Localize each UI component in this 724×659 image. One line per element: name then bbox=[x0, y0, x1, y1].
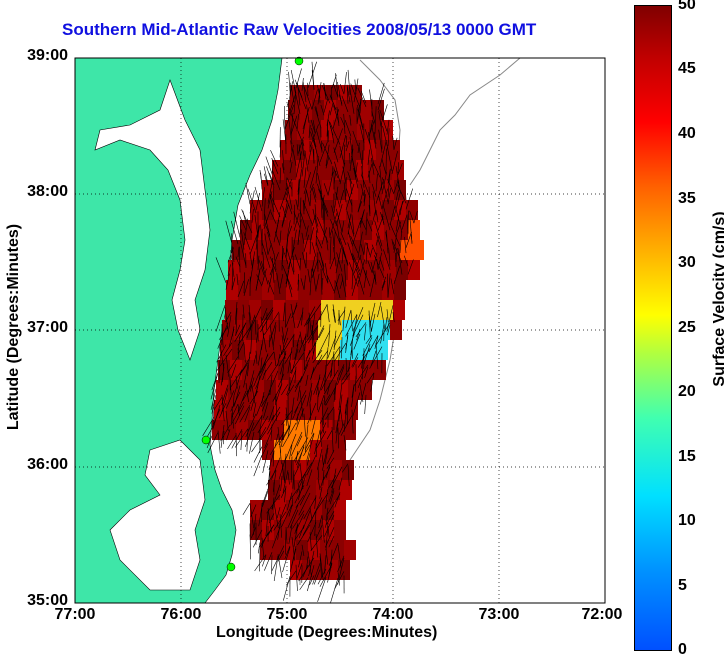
colorbar-tick: 10 bbox=[678, 512, 696, 529]
x-tick-label: 72:00 bbox=[581, 606, 623, 623]
station-marker bbox=[226, 562, 236, 572]
colorbar-tick: 50 bbox=[678, 0, 696, 13]
station-marker bbox=[294, 56, 304, 66]
colorbar-tick: 15 bbox=[678, 448, 696, 465]
colorbar-tick: 45 bbox=[678, 60, 696, 77]
colorbar-tick: 5 bbox=[678, 577, 687, 594]
colorbar bbox=[634, 5, 672, 651]
x-axis-label: Longitude (Degrees:Minutes) bbox=[216, 624, 438, 641]
colorbar-label: Surface Velocity (cm/s) bbox=[711, 211, 724, 387]
colorbar-tick: 30 bbox=[678, 254, 696, 271]
y-tick-label: 37:00 bbox=[27, 319, 68, 336]
station-marker bbox=[201, 435, 211, 445]
y-tick-label: 36:00 bbox=[27, 456, 68, 473]
x-tick-label: 75:00 bbox=[266, 606, 308, 623]
colorbar-tick: 20 bbox=[678, 383, 696, 400]
colorbar-tick: 35 bbox=[678, 190, 696, 207]
x-tick-label: 74:00 bbox=[372, 606, 414, 623]
velocity-field bbox=[212, 85, 424, 580]
colorbar-tick: 40 bbox=[678, 125, 696, 142]
depth-contour-outer bbox=[409, 57, 521, 186]
y-tick-label: 38:00 bbox=[27, 183, 68, 200]
x-tick-label: 77:00 bbox=[54, 606, 96, 623]
x-tick-label: 76:00 bbox=[160, 606, 202, 623]
map-title: Southern Mid-Atlantic Raw Velocities 200… bbox=[62, 20, 537, 39]
y-axis-label: Latitude (Degrees:Minutes) bbox=[5, 223, 22, 431]
x-tick-label: 73:00 bbox=[478, 606, 520, 623]
y-tick-label: 39:00 bbox=[27, 47, 68, 64]
colorbar-tick: 25 bbox=[678, 319, 696, 336]
velocity-vectors bbox=[202, 61, 418, 604]
plot-frame bbox=[74, 57, 606, 604]
y-tick-label: 35:00 bbox=[27, 592, 68, 609]
sound-inlet bbox=[109, 439, 206, 591]
colorbar-tick: 0 bbox=[678, 641, 687, 658]
